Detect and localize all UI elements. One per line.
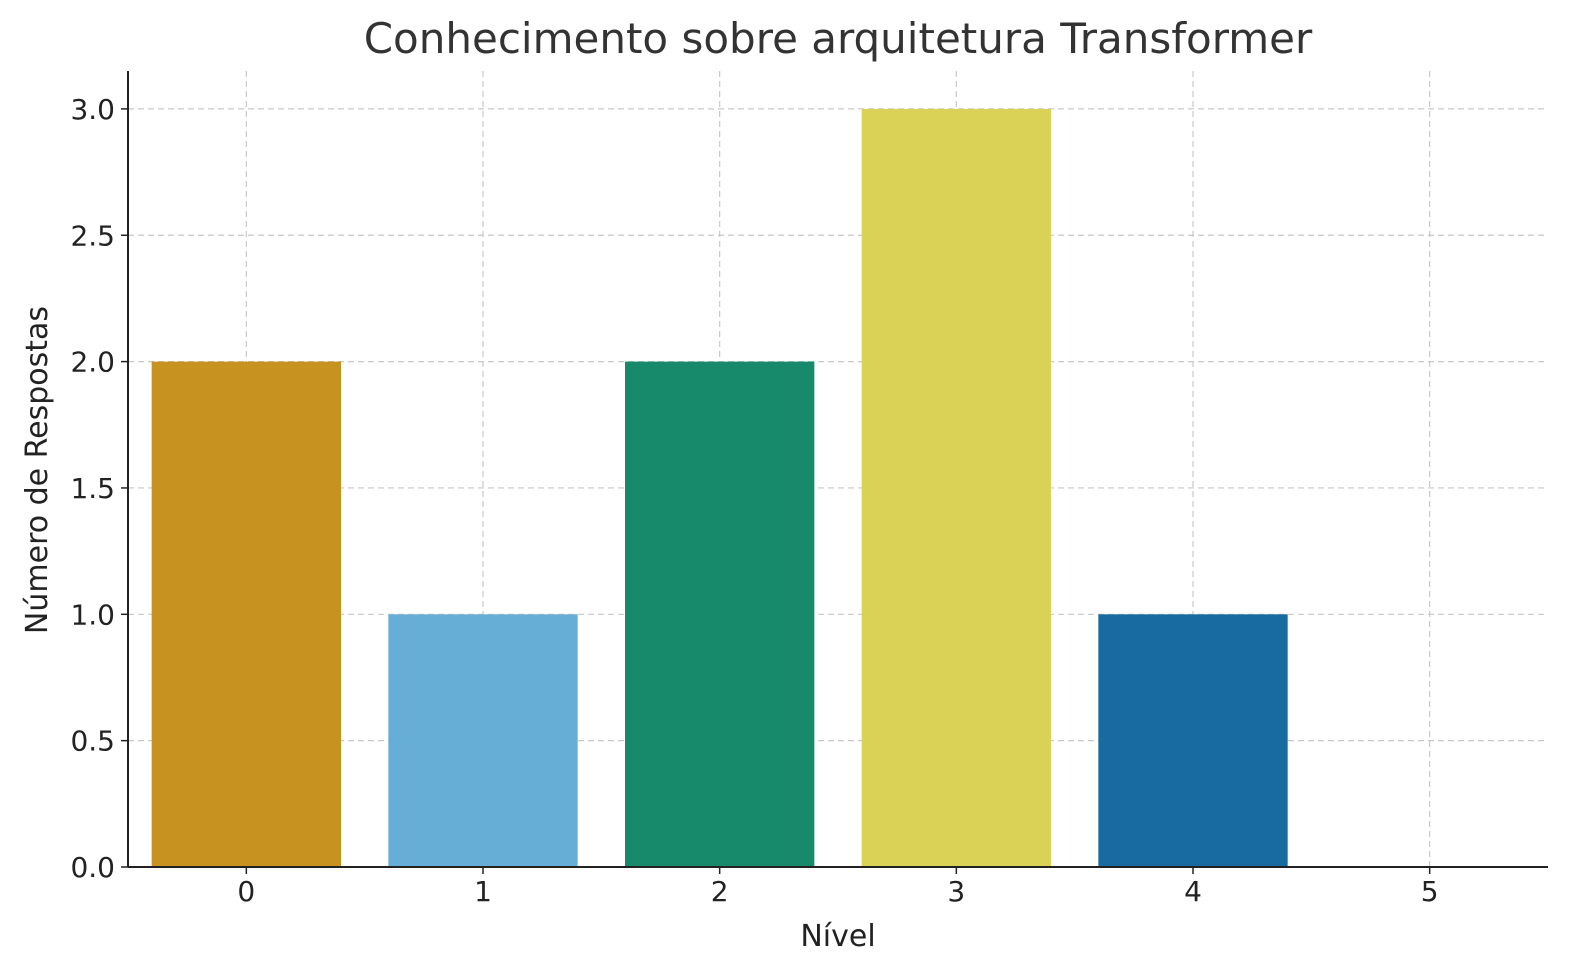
bar-0 [151, 361, 341, 867]
tick-labels: 0.0 0.5 1.0 1.5 2.0 2.5 3.0 0 1 2 3 4 5 [70, 93, 1438, 908]
bar-2 [625, 361, 815, 867]
bar-1 [388, 614, 578, 867]
y-tick-label: 1.5 [70, 472, 115, 505]
chart-title: Conhecimento sobre arquitetura Transform… [364, 14, 1313, 63]
x-tick-label: 3 [947, 875, 965, 908]
y-tick-label: 0.5 [70, 725, 115, 758]
bar-4 [1098, 614, 1288, 867]
y-tick-label: 3.0 [70, 93, 115, 126]
x-tick-label: 2 [711, 875, 729, 908]
x-tick-label: 4 [1184, 875, 1202, 908]
y-tick-label: 2.0 [70, 346, 115, 379]
x-tick-label: 0 [237, 875, 255, 908]
bars [151, 108, 1288, 867]
y-tick-label: 2.5 [70, 219, 115, 252]
x-tick-label: 5 [1421, 875, 1439, 908]
bar-3 [861, 108, 1051, 867]
y-axis-label: Número de Respostas [20, 306, 55, 634]
x-tick-label: 1 [474, 875, 492, 908]
y-tick-label: 1.0 [70, 598, 115, 631]
y-tick-label: 0.0 [70, 851, 115, 884]
x-axis-label: Nível [800, 919, 875, 954]
axes [121, 71, 1548, 874]
